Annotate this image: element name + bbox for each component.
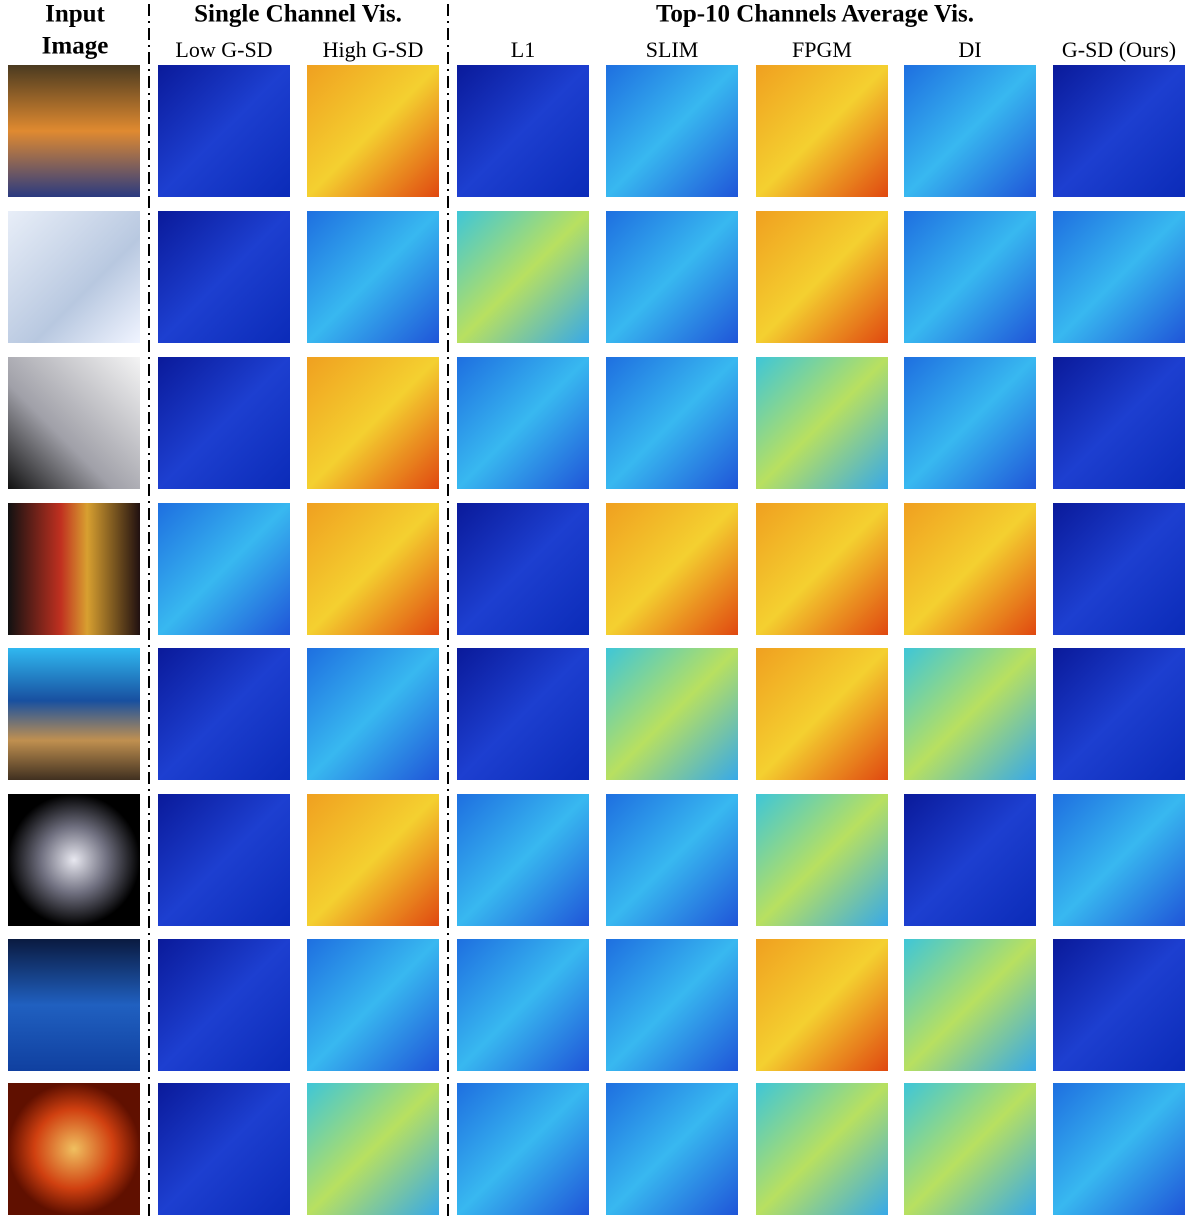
heatmap-image <box>307 357 439 489</box>
heatmap-image <box>1053 357 1185 489</box>
heatmap-image <box>457 65 589 197</box>
heatmap-image <box>756 648 888 780</box>
column-label: L1 <box>511 37 535 62</box>
heatmap-image <box>307 648 439 780</box>
heatmap-image <box>1053 503 1185 635</box>
heatmap-image <box>158 1083 290 1215</box>
input-image <box>8 939 140 1071</box>
column-label: SLIM <box>646 37 699 62</box>
input-image <box>8 503 140 635</box>
heatmap-image <box>1053 1083 1185 1215</box>
column-label: High G-SD <box>323 37 424 62</box>
heatmap-image <box>756 357 888 489</box>
heatmap-image <box>307 939 439 1071</box>
heatmap-image <box>904 939 1036 1071</box>
heatmap-image <box>307 503 439 635</box>
heatmap-image <box>904 1083 1036 1215</box>
heatmap-image <box>457 1083 589 1215</box>
heatmap-image <box>457 648 589 780</box>
heatmap-image <box>904 503 1036 635</box>
input-header: Input <box>45 1 105 28</box>
heatmap-image <box>158 794 290 926</box>
input-image <box>8 65 140 197</box>
heatmap-image <box>158 503 290 635</box>
heatmap-image <box>606 503 738 635</box>
heatmap-image <box>457 503 589 635</box>
heatmap-image <box>606 648 738 780</box>
input-image <box>8 211 140 343</box>
heatmap-image <box>457 357 589 489</box>
heatmap-image <box>756 1083 888 1215</box>
heatmap-image <box>756 503 888 635</box>
heatmap-image <box>158 939 290 1071</box>
heatmap-image <box>904 357 1036 489</box>
heatmap-image <box>307 211 439 343</box>
heatmap-image <box>158 65 290 197</box>
heatmap-image <box>1053 939 1185 1071</box>
heatmap-image <box>904 65 1036 197</box>
heatmap-image <box>606 794 738 926</box>
input-header: Image <box>42 33 109 60</box>
group-header: Single Channel Vis. <box>194 1 402 28</box>
heatmap-image <box>756 65 888 197</box>
heatmap-image <box>457 794 589 926</box>
heatmap-image <box>1053 648 1185 780</box>
heatmap-image <box>1053 211 1185 343</box>
column-label: FPGM <box>792 37 852 62</box>
heatmap-image <box>904 648 1036 780</box>
heatmap-image <box>158 648 290 780</box>
heatmap-image <box>606 211 738 343</box>
heatmap-image <box>904 794 1036 926</box>
column-label: G-SD (Ours) <box>1062 37 1176 62</box>
heatmap-image <box>307 1083 439 1215</box>
heatmap-image <box>756 939 888 1071</box>
heatmap-image <box>307 794 439 926</box>
heatmap-image <box>606 939 738 1071</box>
group-header: Top-10 Channels Average Vis. <box>656 1 974 28</box>
input-image <box>8 1083 140 1215</box>
heatmap-image <box>756 211 888 343</box>
heatmap-image <box>1053 794 1185 926</box>
column-label: Low G-SD <box>175 37 272 62</box>
heatmap-image <box>756 794 888 926</box>
heatmap-image <box>457 211 589 343</box>
heatmap-image <box>158 357 290 489</box>
heatmap-image <box>606 1083 738 1215</box>
input-image <box>8 357 140 489</box>
heatmap-image <box>457 939 589 1071</box>
heatmap-image <box>904 211 1036 343</box>
input-image <box>8 794 140 926</box>
heatmap-image <box>1053 65 1185 197</box>
heatmap-image <box>307 65 439 197</box>
column-label: DI <box>958 37 981 62</box>
heatmap-image <box>158 211 290 343</box>
heatmap-image <box>606 357 738 489</box>
input-image <box>8 648 140 780</box>
heatmap-image <box>606 65 738 197</box>
